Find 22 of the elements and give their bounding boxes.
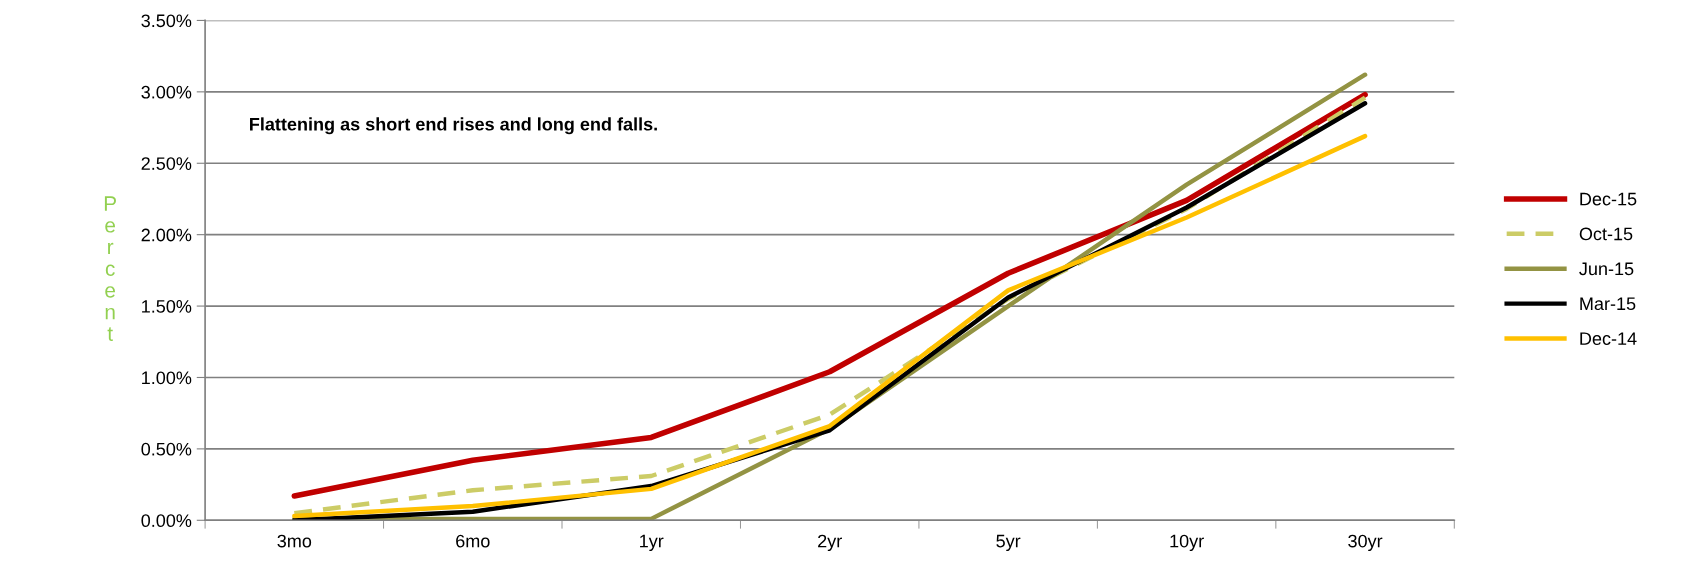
annotation: Flattening as short end rises and long end falls.	[250, 117, 657, 135]
x-tick-label: 30yr	[1348, 534, 1383, 552]
y-tick-label: 1.50%	[142, 300, 192, 313]
y-tick-label: 3.50%	[141, 14, 192, 28]
y-tick-label: 2.50%	[141, 157, 192, 170]
legend-label: Oct-15	[1579, 227, 1633, 241]
x-tick-label: 6mo	[456, 534, 490, 548]
y-tick-label: 3.00%	[141, 85, 192, 99]
y-tick-label: 0.50%	[141, 442, 192, 456]
y-tick-label: 0.00%	[141, 514, 192, 528]
legend-label: Mar-15	[1580, 297, 1636, 311]
x-tick-label: 2yr	[818, 534, 842, 552]
legend-label: Dec-15	[1580, 192, 1637, 206]
legend-label: Dec-14	[1580, 332, 1637, 345]
y-tick-label: 2.00%	[141, 228, 192, 242]
y-tick-label: 1.00%	[142, 371, 192, 385]
legend-label: Jun-15	[1579, 262, 1634, 276]
x-tick-label: 1yr	[640, 534, 664, 552]
y-axis-title: Percent	[104, 196, 116, 341]
x-tick-label: 10yr	[1170, 534, 1204, 552]
x-tick-label: 5yr	[996, 534, 1021, 552]
x-tick-label: 3mo	[277, 534, 312, 548]
